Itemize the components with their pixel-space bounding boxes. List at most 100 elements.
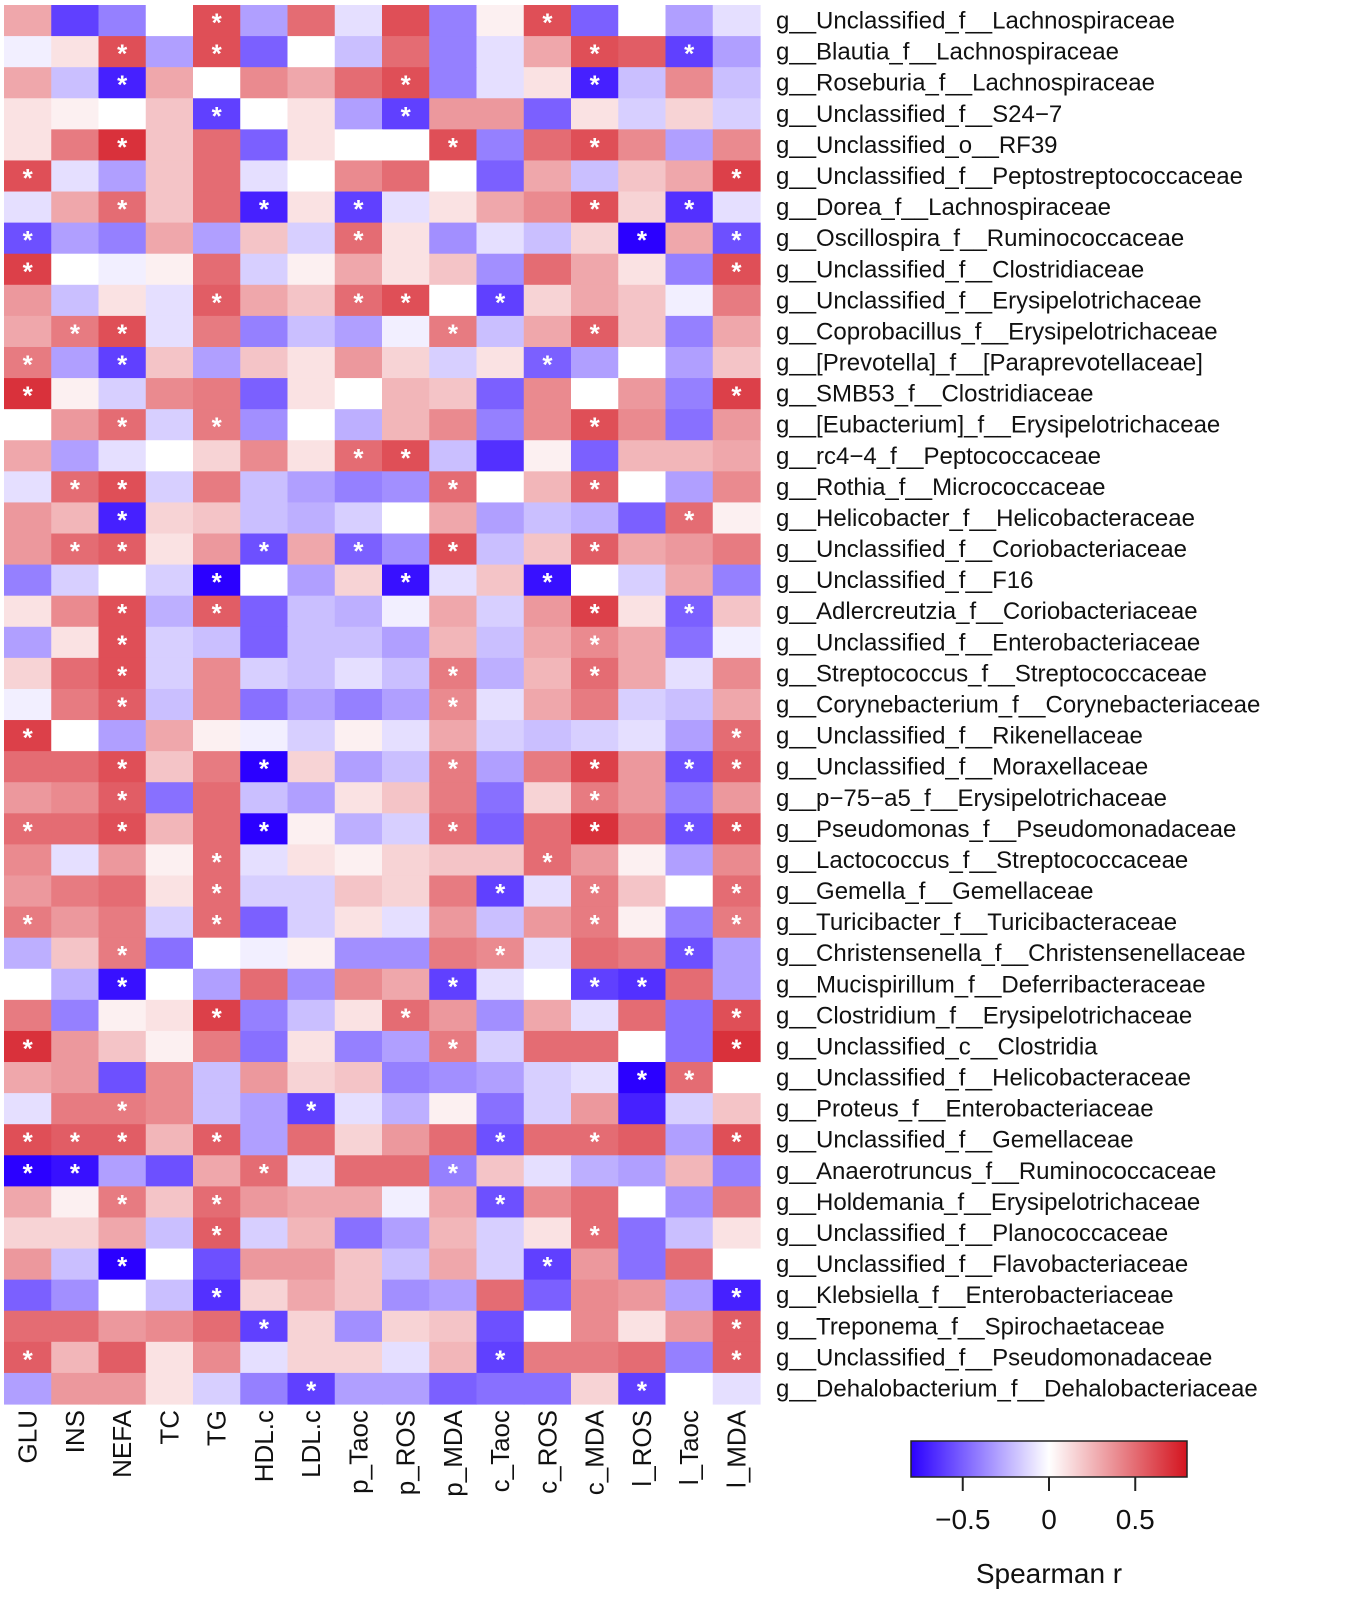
heatmap-cell xyxy=(240,782,289,814)
significance-marker: * xyxy=(212,1002,223,1032)
heatmap-cell xyxy=(334,36,383,68)
row-label: g__Unclassified_f__Planococcaceae xyxy=(776,1220,1168,1247)
heatmap-cell xyxy=(4,129,52,162)
heatmap-cell xyxy=(571,1310,619,1343)
heatmap-cell xyxy=(51,1030,100,1063)
heatmap-cell xyxy=(98,999,147,1032)
heatmap-cell xyxy=(523,1217,572,1250)
row-label: g__Unclassified_f__Pseudomonadaceae xyxy=(776,1344,1212,1371)
heatmap-cell xyxy=(571,533,619,566)
significance-marker: * xyxy=(23,381,34,411)
significance-marker: * xyxy=(590,660,601,690)
heatmap-cell xyxy=(4,1124,52,1156)
heatmap-cell xyxy=(193,315,241,348)
significance-marker: * xyxy=(259,194,270,224)
heatmap-cell xyxy=(240,160,289,193)
column-label: l_Taoc xyxy=(674,1410,704,1485)
heatmap-cell xyxy=(193,657,241,690)
row-label: g__Unclassified_f__S24−7 xyxy=(776,101,1062,128)
heatmap-cell xyxy=(334,751,383,783)
significance-marker: * xyxy=(117,39,128,69)
row-label: g__[Eubacterium]_f__Erysipelotrichaceae xyxy=(776,412,1220,439)
heatmap-cell xyxy=(193,906,241,939)
heatmap-cell xyxy=(51,471,100,504)
heatmap-cell xyxy=(98,751,147,783)
heatmap-cell xyxy=(51,875,100,908)
heatmap-cell xyxy=(51,751,100,783)
heatmap-cell xyxy=(618,1372,667,1405)
heatmap-cell xyxy=(712,160,761,193)
heatmap-cell xyxy=(571,564,619,597)
heatmap-cell xyxy=(4,720,52,752)
heatmap-cell xyxy=(382,533,430,566)
heatmap-cell xyxy=(240,751,289,783)
heatmap-cell xyxy=(429,160,478,193)
heatmap-cell xyxy=(618,471,667,504)
heatmap-cell xyxy=(665,160,714,193)
significance-marker: * xyxy=(70,318,81,348)
heatmap-cell xyxy=(98,657,147,690)
heatmap-cell xyxy=(98,1186,147,1219)
heatmap-cell xyxy=(193,968,241,1001)
heatmap-cell xyxy=(476,782,525,814)
heatmap-cell xyxy=(240,844,289,877)
heatmap-cell xyxy=(334,875,383,908)
heatmap-cell xyxy=(4,1155,52,1187)
significance-marker: * xyxy=(448,474,459,504)
heatmap-cell xyxy=(665,968,714,1001)
heatmap-cell xyxy=(665,1062,714,1094)
row-label: g__rc4−4_f__Peptococcaceae xyxy=(776,443,1101,470)
row-label: g__Oscillospira_f__Ruminococcaceae xyxy=(776,225,1184,252)
heatmap-cell xyxy=(523,720,572,752)
heatmap-cell xyxy=(287,626,336,659)
heatmap-cell xyxy=(571,409,619,441)
significance-marker: * xyxy=(23,1344,34,1374)
heatmap-cell xyxy=(145,1279,194,1312)
heatmap-cell xyxy=(618,813,667,845)
heatmap-cell xyxy=(665,253,714,286)
heatmap-cell xyxy=(51,315,100,348)
heatmap-cell xyxy=(665,1030,714,1063)
heatmap-cell xyxy=(476,1248,525,1281)
heatmap-cell xyxy=(382,191,430,224)
row-label: g__Pseudomonas_f__Pseudomonadaceae xyxy=(776,816,1236,843)
heatmap-cell xyxy=(287,1372,336,1405)
heatmap-cell xyxy=(240,906,289,939)
heatmap-cell xyxy=(618,844,667,877)
heatmap-cell xyxy=(618,409,667,441)
heatmap-cell xyxy=(145,253,194,286)
column-label: p_ROS xyxy=(391,1410,421,1495)
heatmap-cell xyxy=(665,720,714,752)
heatmap-cell xyxy=(523,999,572,1032)
heatmap-cell xyxy=(712,595,761,628)
significance-marker: * xyxy=(117,660,128,690)
heatmap-cell xyxy=(429,1124,478,1156)
heatmap-cell xyxy=(429,1062,478,1094)
heatmap-cell xyxy=(476,378,525,410)
row-label: g__Roseburia_f__Lachnospiraceae xyxy=(776,70,1155,97)
heatmap-cell xyxy=(193,346,241,379)
row-label: g__Christensenella_f__Christensenellacea… xyxy=(776,940,1246,967)
heatmap-cell xyxy=(51,67,100,99)
heatmap-cell xyxy=(571,1372,619,1405)
heatmap-cell xyxy=(4,1030,52,1063)
heatmap-cell xyxy=(287,688,336,721)
heatmap-cell xyxy=(571,1155,619,1187)
row-label: g__Unclassified_f__Erysipelotrichaceae xyxy=(776,287,1202,314)
significance-marker: * xyxy=(401,70,412,100)
heatmap-cell xyxy=(145,191,194,224)
heatmap-cell xyxy=(98,688,147,721)
significance-marker: * xyxy=(731,878,742,908)
significance-marker: * xyxy=(117,1189,128,1219)
heatmap-cell xyxy=(51,1341,100,1374)
heatmap-cell xyxy=(51,1217,100,1250)
heatmap-cell xyxy=(382,1093,430,1125)
significance-marker: * xyxy=(212,909,223,939)
heatmap-cell xyxy=(382,782,430,814)
significance-marker: * xyxy=(542,350,553,380)
significance-marker: * xyxy=(590,1220,601,1250)
heatmap-cell xyxy=(523,98,572,130)
heatmap-cell xyxy=(51,1248,100,1281)
heatmap-cell xyxy=(240,502,289,535)
heatmap-cell xyxy=(665,502,714,535)
